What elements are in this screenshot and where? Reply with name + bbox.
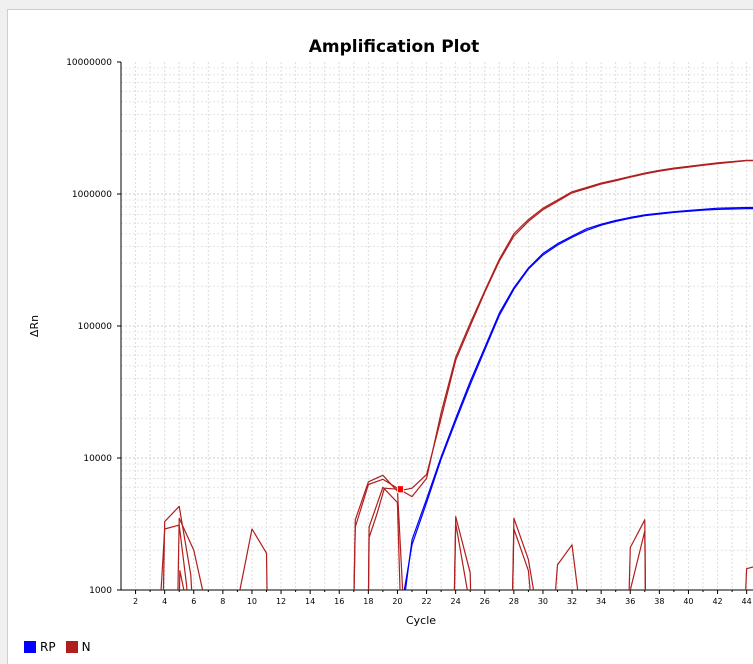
x-tick-label: 8 (220, 597, 225, 606)
x-tick-label: 4 (162, 597, 167, 606)
x-tick-label: 6 (191, 597, 196, 606)
chart-title: Amplification Plot (309, 37, 480, 57)
series-line-n (367, 486, 401, 590)
x-tick-label: 16 (334, 597, 344, 606)
series-line-n (353, 160, 753, 590)
x-tick-label: 10 (247, 597, 257, 606)
legend-label-rp: RP (40, 640, 56, 654)
x-tick-label: 44 (742, 597, 752, 606)
x-tick-label: 12 (276, 597, 286, 606)
series-line-n (745, 566, 753, 590)
y-tick-label: 1000 (89, 586, 112, 596)
legend: RP N (24, 640, 101, 654)
x-tick-label: 2 (133, 597, 138, 606)
amplification-plot: Amplification Plot 1000 10000 100000 100000… (28, 37, 753, 627)
x-tick-label: 36 (625, 597, 635, 606)
legend-swatch-n (65, 641, 78, 653)
y-tick-label: 100000 (78, 322, 113, 332)
x-tick-label: 22 (421, 597, 431, 606)
series-line-n (453, 522, 468, 590)
series-line-n (162, 505, 193, 590)
x-tick-label: 42 (712, 597, 722, 606)
x-tick-label: 28 (509, 597, 519, 606)
threshold-marker (396, 485, 404, 494)
series-line-n (177, 517, 204, 590)
series-group (160, 159, 753, 590)
legend-item-rp[interactable]: RP (24, 640, 56, 654)
x-axis-ticks: 2 4 6 8 10 12 14 16 18 20 22 24 26 28 30 32 34 36 38 40 42 44 (133, 590, 752, 606)
series-line-n (353, 159, 753, 590)
series-line-n (512, 528, 531, 590)
x-tick-label: 24 (451, 597, 461, 606)
marker-layer (396, 485, 404, 494)
y-tick-label: 10000000 (66, 58, 112, 68)
series-line-n (239, 528, 268, 590)
series-line-rp (404, 206, 753, 590)
series-line-n (178, 570, 185, 590)
x-tick-label: 40 (683, 597, 693, 606)
legend-swatch-rp (24, 641, 36, 653)
x-tick-label: 26 (480, 597, 490, 606)
x-tick-label: 20 (392, 597, 402, 606)
grid (121, 62, 753, 590)
x-tick-label: 18 (363, 597, 373, 606)
chart-panel (7, 9, 753, 664)
y-axis-ticks: 1000 10000 100000 1000000 10000000 (66, 58, 121, 596)
x-axis-label: Cycle (406, 614, 436, 627)
series-line-n (554, 544, 579, 590)
y-axis-label: ΔRn (28, 315, 41, 337)
x-tick-label: 30 (538, 597, 548, 606)
x-tick-label: 38 (654, 597, 664, 606)
x-tick-label: 34 (596, 597, 606, 606)
legend-item-n[interactable]: N (65, 640, 91, 654)
x-tick-label: 32 (567, 597, 577, 606)
y-tick-label: 1000000 (72, 190, 112, 200)
series-line-rp (403, 208, 753, 590)
x-tick-label: 14 (305, 597, 315, 606)
legend-label-n: N (81, 640, 91, 654)
y-tick-label: 10000 (83, 454, 112, 464)
series-line-n (629, 530, 646, 590)
